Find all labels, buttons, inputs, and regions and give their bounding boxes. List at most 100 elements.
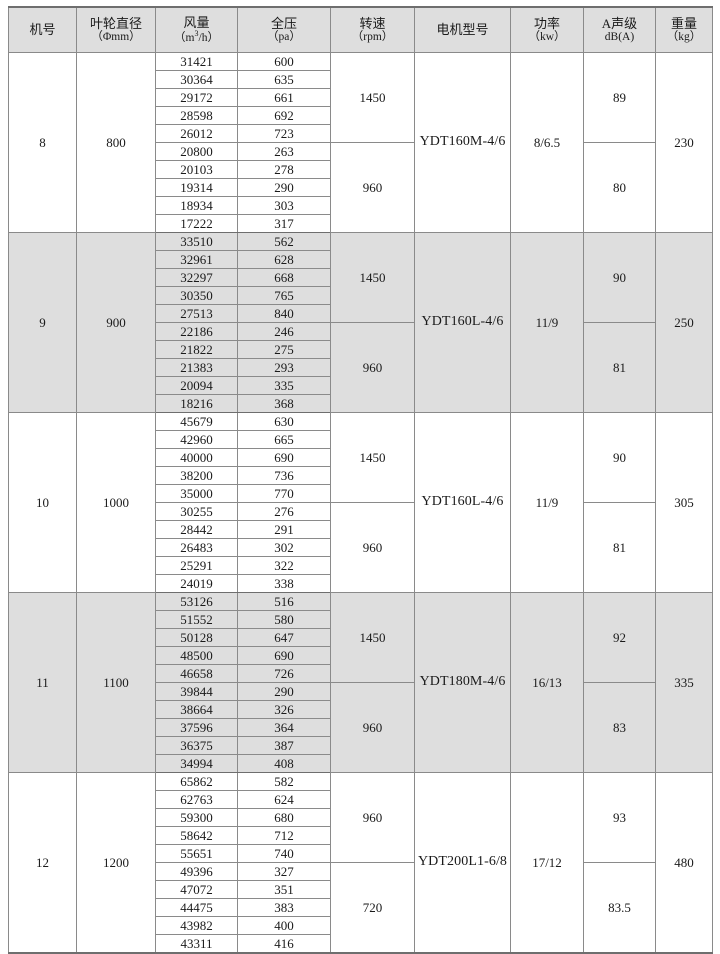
header-title: 风量 xyxy=(183,14,210,30)
table-row: 59300 680 xyxy=(9,808,713,827)
cell-noise-level: 81 xyxy=(583,502,656,593)
header-unit: （rpm） xyxy=(351,31,394,44)
table-row: 62763 624 xyxy=(9,790,713,809)
cell-air-volume: 40000 xyxy=(155,448,238,467)
cell-air-volume: 32297 xyxy=(155,268,238,287)
cell-air-volume: 27513 xyxy=(155,304,238,323)
cell-model-no: 8 xyxy=(8,52,77,233)
header-title: 功率 xyxy=(533,15,560,31)
cell-total-pressure: 661 xyxy=(237,88,331,107)
table-row: 11 1100 53126 516 1450 YDT180M-4/6 16/13 92 335 xyxy=(8,592,713,773)
cell-total-pressure: 322 xyxy=(237,556,331,575)
column-header-power: 功率 （kw） xyxy=(510,6,584,53)
cell-total-pressure: 712 xyxy=(237,826,331,845)
table-row: 27513 840 xyxy=(9,304,713,323)
cell-air-volume: 32961 xyxy=(155,250,238,269)
cell-noise-level: 83 xyxy=(583,682,656,773)
cell-air-volume: 26012 xyxy=(155,124,238,143)
table-row: 17222 317 xyxy=(9,214,713,233)
cell-air-volume: 38664 xyxy=(155,700,238,719)
column-header-air_volume: 风量 （m3/h） xyxy=(155,6,238,53)
cell-motor-model: YDT160M-4/6 xyxy=(414,52,511,233)
cell-noise-level: 83.5 xyxy=(583,862,656,954)
table-row: 28442 291 xyxy=(9,520,713,539)
cell-total-pressure: 582 xyxy=(237,772,331,791)
table-header: 机号 叶轮直径 （Φmm） 风量 （m3/h） 全压 （pa） 转速 （rpm） 电机型号 功率 （k… xyxy=(8,6,713,53)
cell-air-volume: 38200 xyxy=(155,466,238,485)
table-row: 9 900 33510 562 1450 YDT160L-4/6 11/9 90 250 xyxy=(8,232,713,413)
header-title: A声级 xyxy=(601,15,638,31)
cell-total-pressure: 765 xyxy=(237,286,331,305)
table-row: 30364 635 xyxy=(9,70,713,89)
cell-air-volume: 65862 xyxy=(155,772,238,791)
cell-total-pressure: 278 xyxy=(237,160,331,179)
table-row: 18934 303 xyxy=(9,196,713,215)
table-row: 50128 647 xyxy=(9,628,713,647)
cell-total-pressure: 276 xyxy=(237,502,331,521)
cell-air-volume: 43982 xyxy=(155,916,238,935)
cell-air-volume: 17222 xyxy=(155,214,238,233)
cell-motor-model: YDT180M-4/6 xyxy=(414,592,511,773)
cell-total-pressure: 291 xyxy=(237,520,331,539)
cell-air-volume: 51552 xyxy=(155,610,238,629)
cell-air-volume: 39844 xyxy=(155,682,238,701)
cell-motor-model: YDT200L1-6/8 xyxy=(414,772,511,954)
cell-model-no: 12 xyxy=(8,772,77,954)
cell-air-volume: 20103 xyxy=(155,160,238,179)
cell-total-pressure: 387 xyxy=(237,736,331,755)
cell-air-volume: 53126 xyxy=(155,592,238,611)
cell-weight: 305 xyxy=(655,412,713,593)
table-row: 36375 387 xyxy=(9,736,713,755)
cell-speed: 960 xyxy=(330,322,415,413)
cell-speed: 720 xyxy=(330,862,415,954)
cell-air-volume: 31421 xyxy=(155,52,238,71)
cell-weight: 230 xyxy=(655,52,713,233)
cell-total-pressure: 562 xyxy=(237,232,331,251)
table-row: 20094 335 xyxy=(9,376,713,395)
cell-air-volume: 29172 xyxy=(155,88,238,107)
cell-total-pressure: 275 xyxy=(237,340,331,359)
cell-air-volume: 33510 xyxy=(155,232,238,251)
cell-total-pressure: 293 xyxy=(237,358,331,377)
cell-model-no: 9 xyxy=(8,232,77,413)
header-title: 电机型号 xyxy=(436,22,489,38)
cell-total-pressure: 516 xyxy=(237,592,331,611)
table-row: 48500 690 xyxy=(9,646,713,665)
cell-model-no: 10 xyxy=(8,412,77,593)
cell-speed: 1450 xyxy=(330,412,415,503)
table-row: 21383 293 xyxy=(9,358,713,377)
cell-total-pressure: 600 xyxy=(237,52,331,71)
cell-weight: 335 xyxy=(655,592,713,773)
cell-motor-model: YDT160L-4/6 xyxy=(414,412,511,593)
cell-air-volume: 34994 xyxy=(155,754,238,773)
column-header-noise: A声级 dB(A) xyxy=(583,6,656,53)
cell-total-pressure: 335 xyxy=(237,376,331,395)
cell-total-pressure: 770 xyxy=(237,484,331,503)
cell-speed: 960 xyxy=(330,772,415,863)
header-title: 转速 xyxy=(359,15,386,31)
cell-air-volume: 28598 xyxy=(155,106,238,125)
cell-air-volume: 59300 xyxy=(155,808,238,827)
cell-motor-model: YDT160L-4/6 xyxy=(414,232,511,413)
cell-total-pressure: 690 xyxy=(237,646,331,665)
cell-air-volume: 45679 xyxy=(155,412,238,431)
cell-power: 17/12 xyxy=(510,772,584,954)
column-header-motor_model: 电机型号 xyxy=(414,6,511,53)
cell-air-volume: 18934 xyxy=(155,196,238,215)
cell-total-pressure: 692 xyxy=(237,106,331,125)
cell-impeller-diameter: 800 xyxy=(76,52,156,233)
header-unit: （pa） xyxy=(267,31,301,44)
cell-total-pressure: 290 xyxy=(237,682,331,701)
cell-noise-level: 90 xyxy=(583,412,656,503)
table-row: 10 1000 45679 630 1450 YDT160L-4/6 11/9 90 305 xyxy=(8,412,713,593)
table-row: 38200 736 xyxy=(9,466,713,485)
table-row: 19314 290 xyxy=(9,178,713,197)
cell-power: 8/6.5 xyxy=(510,52,584,233)
cell-air-volume: 30255 xyxy=(155,502,238,521)
cell-total-pressure: 740 xyxy=(237,844,331,863)
column-header-model_no: 机号 xyxy=(8,6,77,53)
cell-air-volume: 22186 xyxy=(155,322,238,341)
cell-total-pressure: 400 xyxy=(237,916,331,935)
cell-air-volume: 21383 xyxy=(155,358,238,377)
cell-power: 16/13 xyxy=(510,592,584,773)
